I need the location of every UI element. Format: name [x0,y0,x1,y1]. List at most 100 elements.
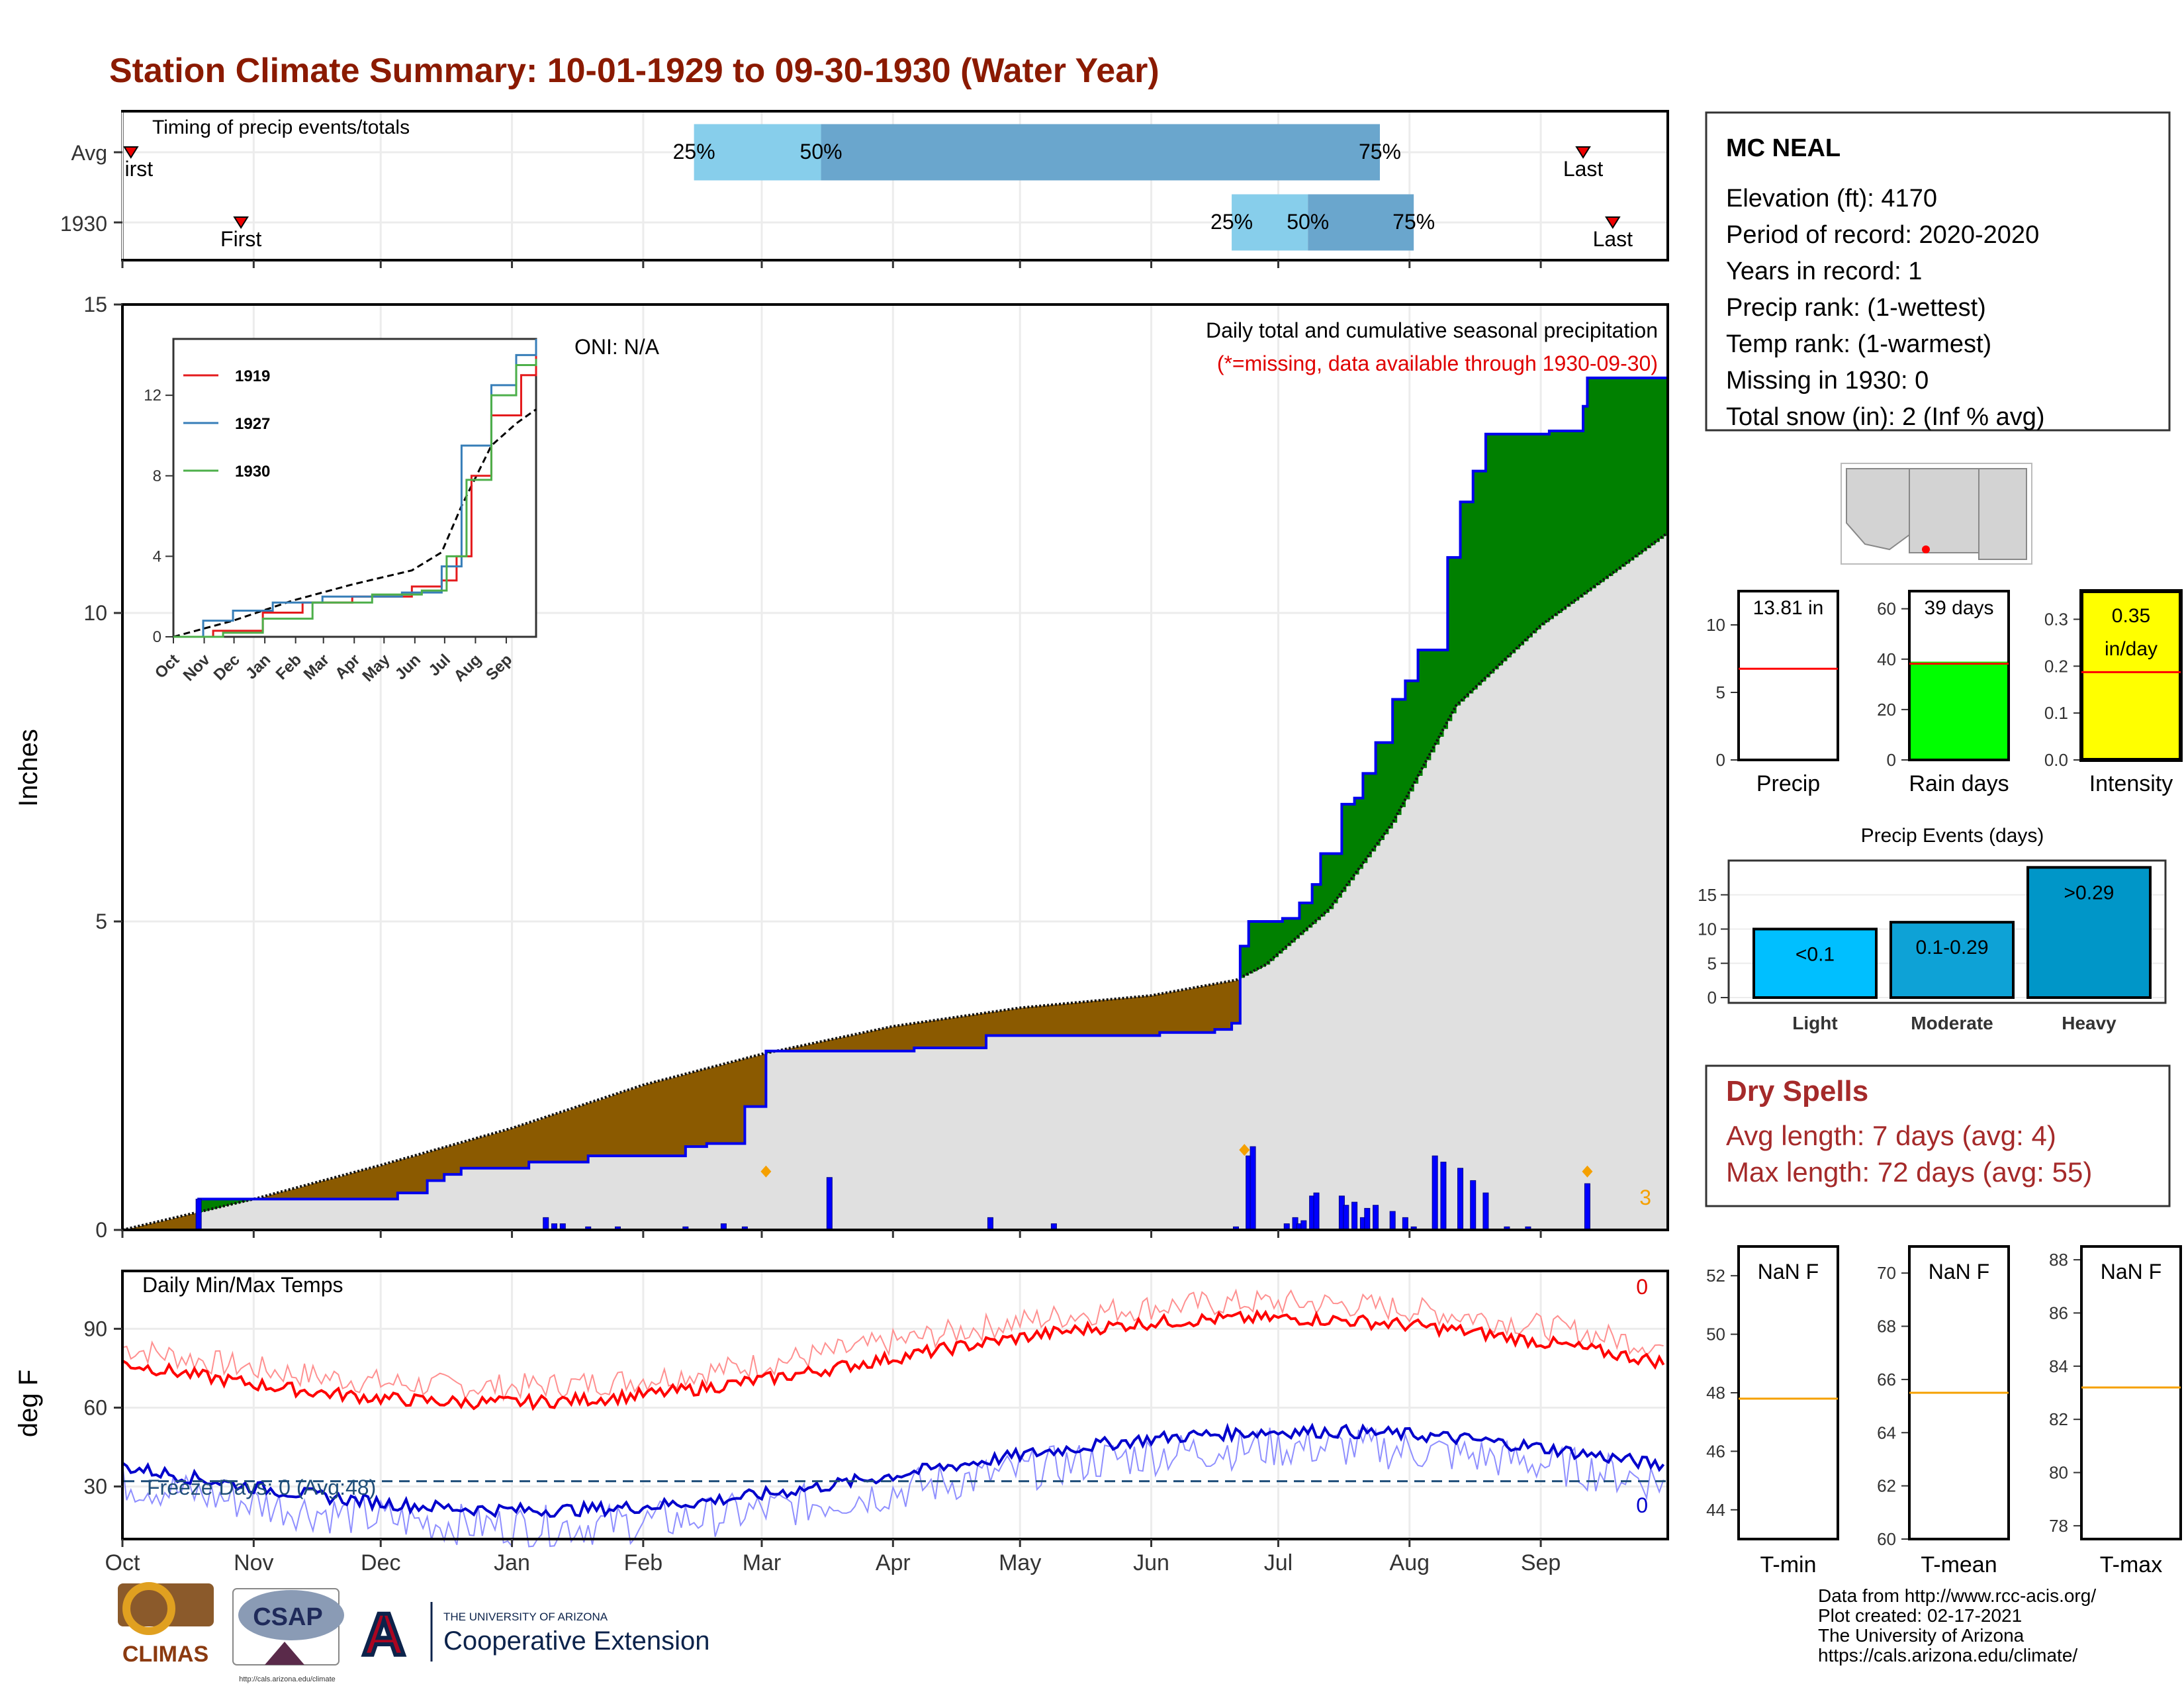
mini-bar-value: 13.81 in [1753,597,1824,619]
station-name: MC NEAL [1726,134,1841,162]
map-state-nm [1909,468,1979,553]
temp-panel: 30 60 90 deg F Daily Min/Max Temps Freeze … [14,1270,1669,1548]
precip-y-tick-label: 0 [95,1218,107,1242]
credit-university: The University of Arizona [1818,1625,2025,1646]
station-info-frame [1705,111,2171,432]
temp-box-frame [1737,1245,1839,1540]
csap-url: http://cals.arizona.edu/climate [239,1675,336,1683]
daily-precip-bar [1432,1155,1438,1231]
mini-bar-label: Rain days [1909,771,2009,796]
inset-series-line [173,339,537,638]
temp-box-label: T-max [2100,1552,2162,1577]
month-tick-label: Mar [743,1550,782,1575]
dry-spells-frame [1705,1064,2171,1207]
events-category-label: Moderate [1911,1013,1993,1033]
timing-label-50: 50% [800,140,842,164]
mini-bar-intensity: 0.0 0.1 0.2 0.3 0.35 in/day Intensity [2044,589,2183,796]
inset-average-line [173,408,537,638]
temp-box-y-tick-label: 68 [1877,1317,1896,1336]
min-count-label: 0 [1636,1493,1648,1517]
temp-box-y-tick-label: 60 [1877,1529,1896,1549]
timing-row-label-avg: Avg [71,141,107,165]
daily-precip-bar [826,1177,833,1231]
mini-bar-rain-days: 0 20 40 60 39 days Rain days [1877,590,2010,796]
events-y-tick-label: 5 [1707,953,1717,973]
first-event-marker [233,216,249,229]
timing-label-25: 25% [1210,210,1253,234]
inset-legend-label: 1919 [235,367,270,385]
temp-box-value: NaN F [2101,1260,2161,1284]
daily-precip-bar [1351,1201,1358,1231]
csap-cloud [238,1590,344,1640]
timing-panel: 25% 50% 75% irst Last 25% 50% 75% First Last Timi… [60,110,1669,268]
daily-precip-bar [1364,1207,1371,1231]
cumulative-precip-line [122,376,1668,1231]
inset-y-tick-label: 4 [153,547,161,565]
daily-precip-bar [1389,1211,1396,1231]
temp-box-y-tick-label: 64 [1877,1423,1896,1442]
dry-spells-avg: Avg length: 7 days (avg: 4) [1726,1120,2056,1151]
climas-logo-ring [122,1582,175,1635]
min-temp-avg-line [121,1422,1665,1519]
temp-box-y-tick-label: 70 [1877,1263,1896,1283]
inset-series-line [173,359,537,638]
mini-bar-y-tick-label: 20 [1877,700,1896,720]
station-snow: Total snow (in): 2 (Inf % avg) [1726,403,2045,431]
temp-box-y-tick-label: 78 [2049,1516,2068,1536]
temp-box-y-tick-label: 62 [1877,1476,1896,1496]
last-event-marker [1605,216,1621,229]
freeze-days-label: Freeze Days: 0 (Avg:48) [147,1476,376,1499]
month-tick-label: May [999,1550,1041,1575]
temp-box-value: NaN F [1758,1260,1819,1284]
inset-y-tick-label: 8 [153,467,161,485]
ua-logo-bottom: Cooperative Extension [443,1626,709,1656]
temp-box-y-tick-label: 50 [1706,1325,1725,1344]
average-cumulative-line [122,532,1669,1231]
first-event-marker [122,146,139,159]
daily-precip-bar [1300,1220,1307,1231]
credit-plot-created: Plot created: 02-17-2021 [1818,1605,2022,1626]
mini-bar-y-tick-label: 0.3 [2044,610,2068,630]
credit-data-source: Data from http://www.rcc-acis.org/ [1818,1585,2096,1606]
daily-precip-bar [1402,1217,1408,1231]
month-tick-label: Jul [1264,1550,1293,1575]
mini-bar-y-tick-label: 0.0 [2044,750,2068,770]
precip-y-tick-label: 15 [83,293,107,316]
month-tick-label: Oct [105,1550,140,1575]
csap-logo-text: CSAP [253,1603,323,1631]
first-event-label: First [220,227,261,251]
mini-bar-y-tick-label: 0.1 [2044,703,2068,723]
temp-box-label: T-min [1760,1552,1817,1577]
timing-label-75: 75% [1392,210,1435,234]
station-temp-rank: Temp rank: (1-warmest) [1726,330,1991,358]
daily-precip-bar [1584,1183,1590,1231]
dry-spells-max: Max length: 72 days (avg: 55) [1726,1156,2092,1188]
daily-precip-bar [1373,1205,1379,1231]
locator-map [1841,463,2032,565]
surplus-area [199,377,1668,1212]
timing-bar-50-75 [1308,194,1414,251]
daily-precip-bar [1343,1205,1349,1231]
map-state-tx [1978,468,2027,560]
mini-bar-value-unit: in/day [2105,638,2158,660]
daily-precip-bar [1482,1192,1489,1231]
temp-frame [121,1270,1669,1540]
events-bar-label: <0.1 [1796,944,1835,966]
station-location-dot [1922,545,1930,553]
daily-precip-bar [1313,1192,1320,1231]
last-event-marker [1575,146,1591,159]
mini-bar-y-tick-label: 60 [1877,599,1896,619]
mini-bar-y-tick-label: 40 [1877,649,1896,669]
oni-label: ONI: N/A [574,335,660,359]
mini-bar-fill [1909,661,2009,760]
temp-box-t-mean: 60 62 64 66 68 70 NaN F T-mean [1877,1245,2010,1577]
mini-bar-fill [2081,591,2181,760]
daily-precip-bar [1250,1146,1256,1231]
events-y-tick-label: 0 [1707,988,1717,1008]
mini-bar-frame [1737,590,1839,761]
max-temp-year-line [122,1288,1664,1402]
station-precip-rank: Precip rank: (1-wettest) [1726,294,1986,322]
events-bar-label: 0.1-0.29 [1915,937,1988,959]
month-tick-label: Jun [1133,1550,1169,1575]
